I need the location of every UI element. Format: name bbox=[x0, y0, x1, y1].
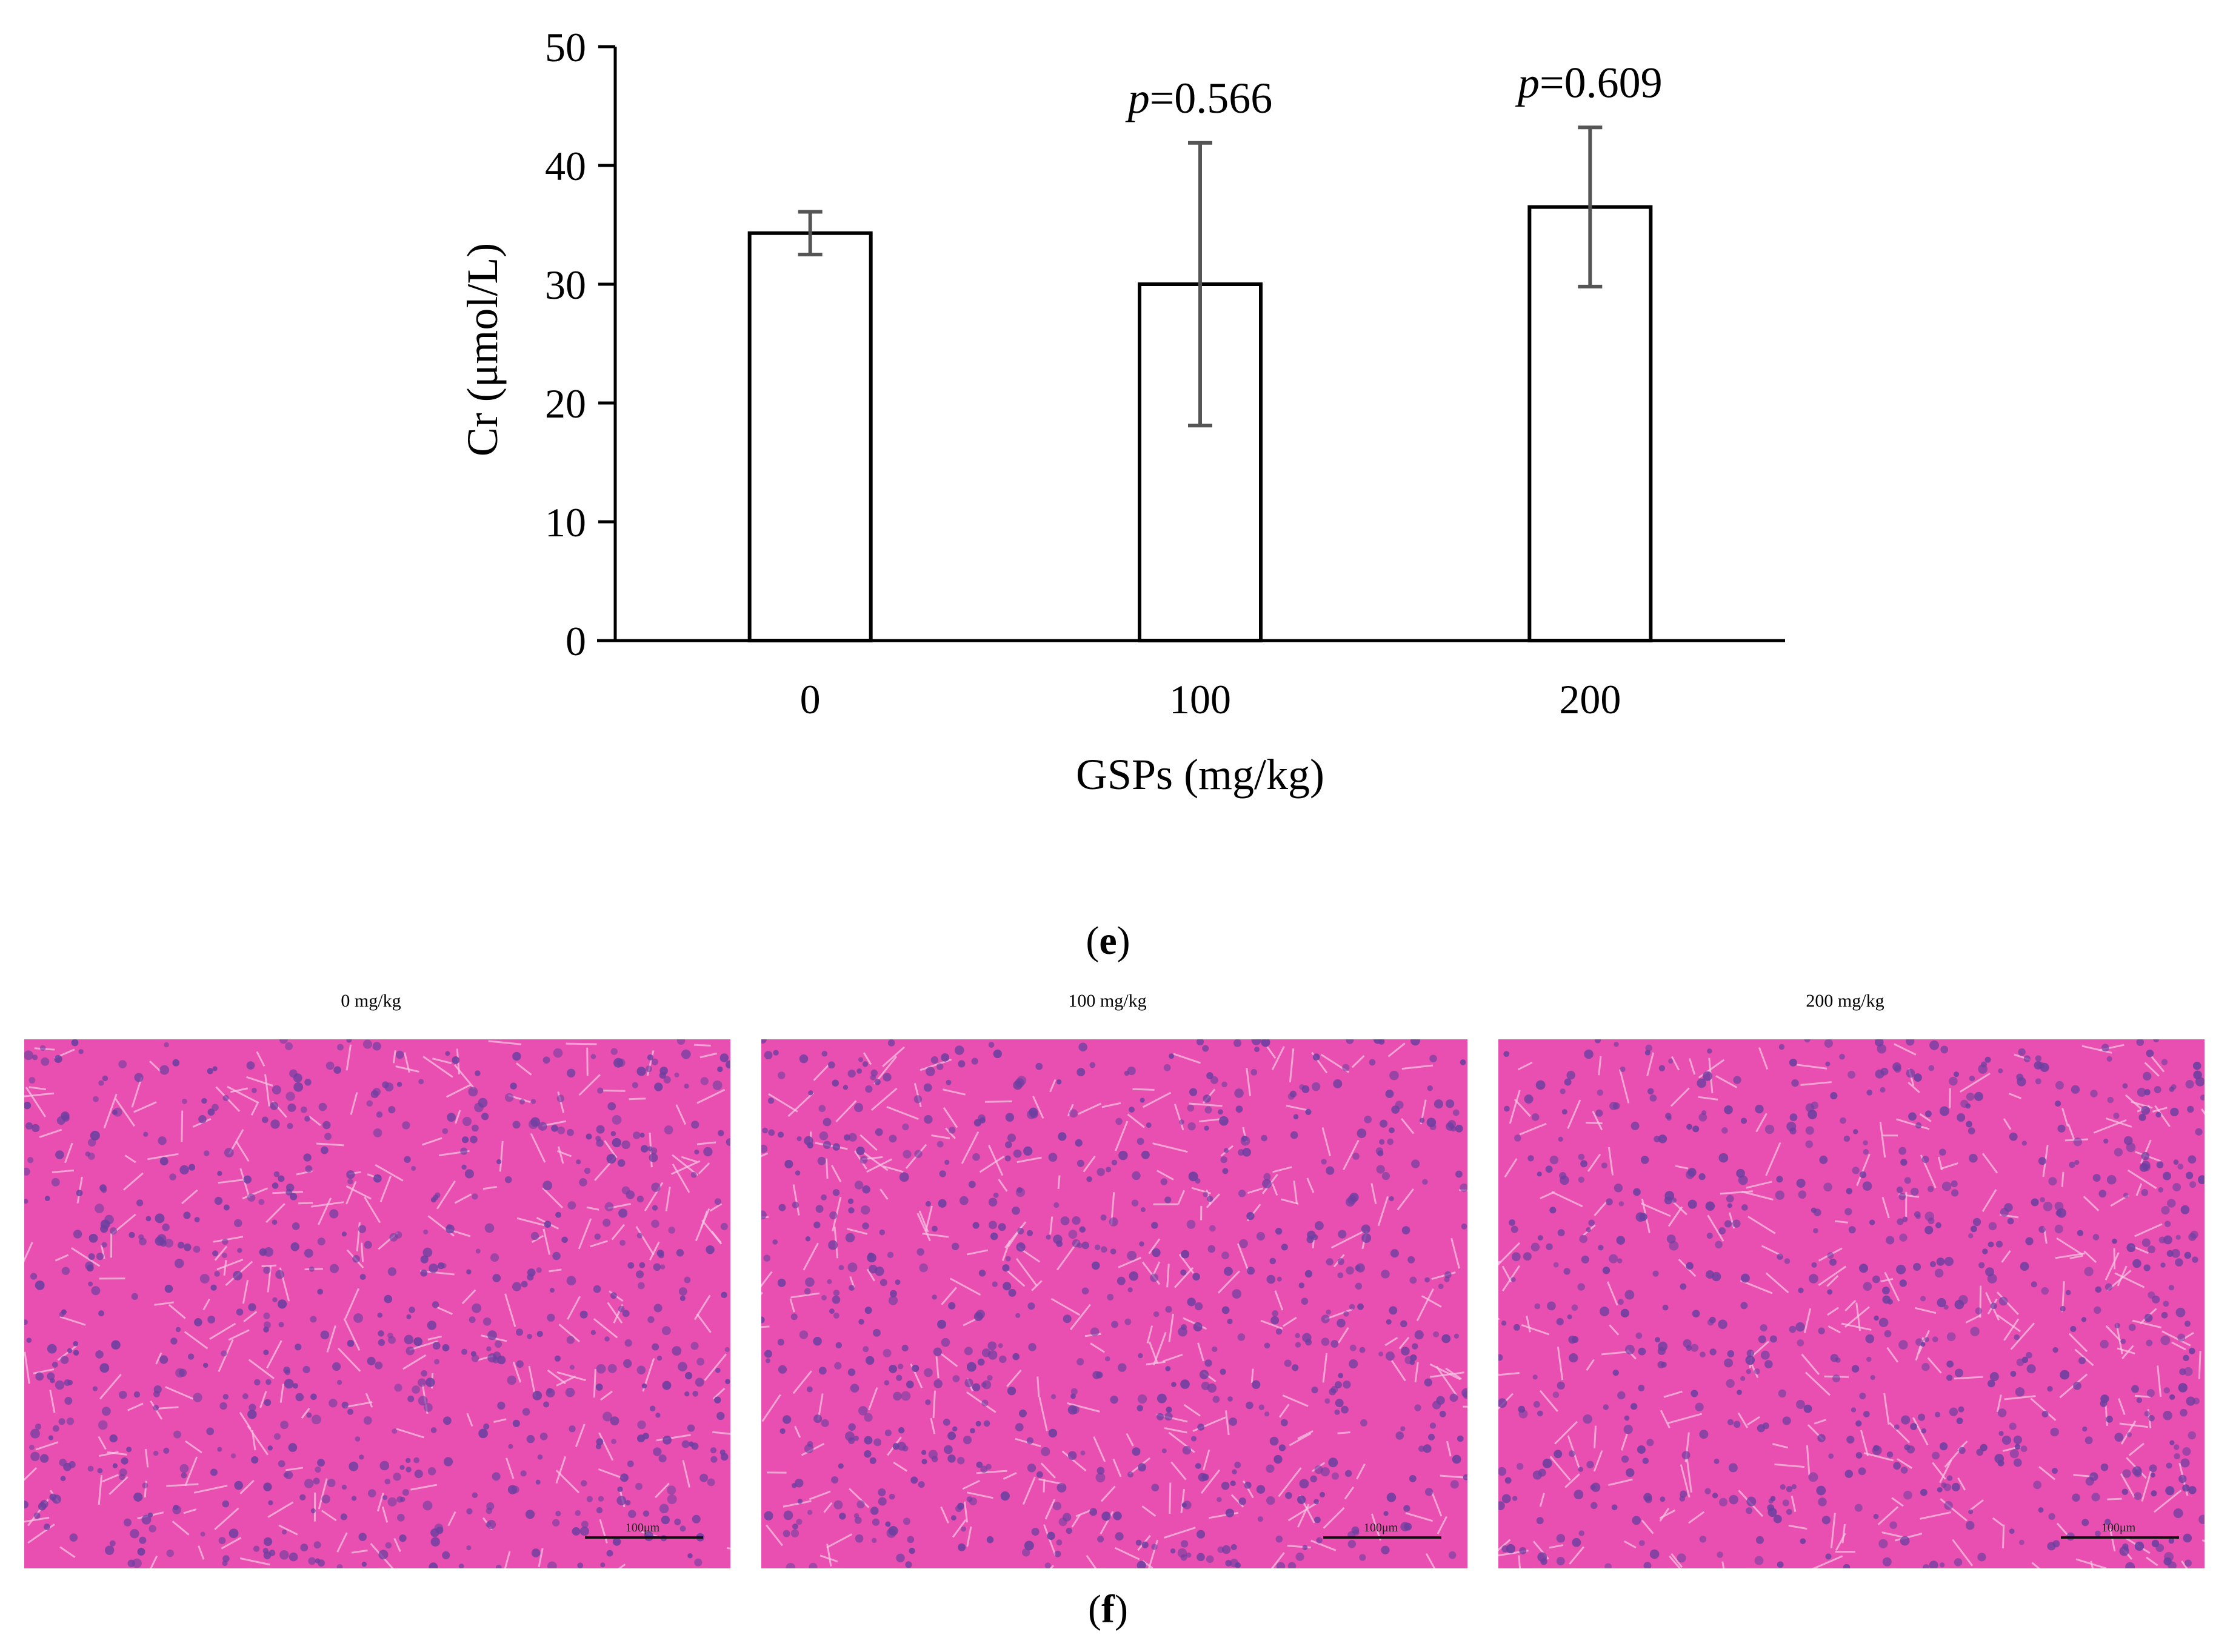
scale-bar-2 bbox=[2061, 1536, 2179, 1539]
scale-label-0: 100μm bbox=[625, 1521, 660, 1534]
x-tick-label: 0 bbox=[800, 676, 821, 722]
y-tick-label: 20 bbox=[545, 381, 586, 427]
scale-label-1: 100μm bbox=[1363, 1521, 1398, 1534]
p-value-annotation: p=0.609 bbox=[1515, 58, 1663, 107]
bar-chart: 0 10 20 30 40 50 Cr (μmol/L) 0 100 p=0.566 200 p=0.… bbox=[458, 24, 1785, 799]
y-tick-label: 40 bbox=[545, 143, 586, 189]
micrograph-0mg-tissue bbox=[24, 1039, 730, 1568]
y-axis-label: Cr (μmol/L) bbox=[458, 243, 507, 457]
x-tick-label: 200 bbox=[1559, 676, 1621, 722]
y-tick-label: 0 bbox=[566, 618, 586, 664]
chart-labels: 0 10 20 30 40 50 Cr (μmol/L) 0 100 p=0.566 200 p=0.… bbox=[458, 24, 1663, 799]
panel-label-e: (e) bbox=[1086, 919, 1130, 963]
p-value-annotation: p=0.566 bbox=[1125, 74, 1273, 122]
micrograph-title-2: 200 mg/kg bbox=[1806, 991, 1884, 1011]
y-tick-label: 30 bbox=[545, 262, 586, 308]
panel-label-f-letter: f bbox=[1101, 1587, 1115, 1631]
micrograph-200mg-tissue bbox=[1498, 1039, 2205, 1568]
x-axis-label: GSPs (mg/kg) bbox=[1076, 750, 1324, 799]
y-tick-label: 10 bbox=[545, 499, 586, 545]
panel-label-e-letter: e bbox=[1099, 919, 1117, 963]
scale-bar-0 bbox=[585, 1536, 703, 1539]
micrograph-200mg bbox=[1498, 1039, 2205, 1568]
panel-label-f: (f) bbox=[1088, 1587, 1128, 1631]
micrograph-title-0: 0 mg/kg bbox=[341, 991, 401, 1011]
scale-bar-1 bbox=[1323, 1536, 1441, 1539]
bar-0 bbox=[747, 231, 873, 643]
micrograph-100mg bbox=[761, 1039, 1467, 1568]
y-tick-label: 50 bbox=[545, 24, 586, 70]
micrograph-0mg bbox=[24, 1039, 730, 1568]
chart-error-bars bbox=[798, 125, 1603, 428]
micrograph-title-1: 100 mg/kg bbox=[1068, 991, 1147, 1011]
micrograph-100mg-tissue bbox=[761, 1039, 1467, 1568]
scale-label-2: 100μm bbox=[2101, 1521, 2136, 1534]
x-tick-label: 100 bbox=[1169, 676, 1231, 722]
